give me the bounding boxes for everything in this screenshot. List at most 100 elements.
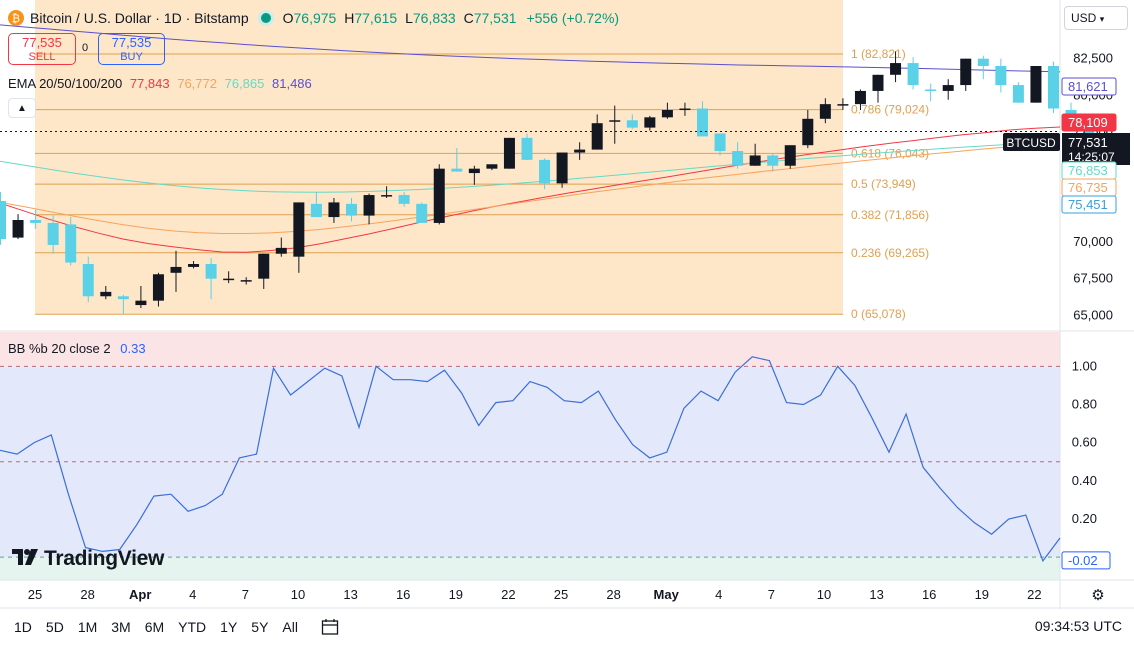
bb-tick-label: 0.80 (1072, 396, 1097, 411)
bb-tick-label: 1.00 (1072, 358, 1097, 373)
candle-body (714, 133, 726, 152)
candle-body (328, 202, 340, 218)
candle-body (556, 152, 568, 184)
timeframe-ytd[interactable]: YTD (178, 619, 207, 635)
time-tick-label: 16 (922, 587, 936, 602)
candle-body (451, 168, 463, 172)
candle-body (1030, 66, 1042, 103)
fib-label: 0.236 (69,265) (851, 246, 929, 260)
candle-body (995, 66, 1007, 86)
ema-legend[interactable]: EMA 20/50/100/200 77,843 76,772 76,865 8… (8, 76, 316, 91)
candle-body (258, 253, 270, 279)
candle-body (363, 195, 375, 216)
candle-body (416, 203, 428, 223)
candle-body (609, 120, 621, 122)
candle-body (240, 280, 252, 282)
price-badge-text: 76,735 (1068, 180, 1108, 195)
price-badge-text: 76,853 (1068, 163, 1108, 178)
close-value: 77,531 (473, 10, 517, 26)
bb-last-text: -0.02 (1068, 553, 1098, 568)
buy-price: 77,535 (111, 35, 152, 50)
candle-body (293, 202, 305, 257)
collapse-legend-button[interactable]: ▲ (8, 98, 36, 118)
timeframe-1d[interactable]: 1D (14, 619, 32, 635)
candle-body (433, 168, 445, 223)
candle-body (767, 155, 779, 166)
candle-body (784, 145, 796, 166)
time-tick-label: 7 (242, 587, 249, 602)
market-status-icon (260, 13, 271, 23)
candle-body (30, 220, 42, 223)
currency-select[interactable]: USD ▾ (1064, 6, 1128, 30)
time-tick-label: 13 (869, 587, 883, 602)
timeframe-1y[interactable]: 1Y (220, 619, 238, 635)
candle-body (837, 104, 849, 106)
fib-label: 0.5 (73,949) (851, 177, 916, 191)
time-tick-label: 22 (501, 587, 515, 602)
bitcoin-coin-icon: ₿ (8, 10, 24, 26)
fib-label: 1 (82,821) (851, 47, 906, 61)
ema20-value: 77,843 (129, 76, 170, 91)
candle-body (854, 90, 866, 105)
candle-body (47, 222, 59, 245)
timeframe-1m[interactable]: 1M (77, 619, 98, 635)
tradingview-mark-icon (12, 548, 38, 571)
time-tick-label: 13 (343, 587, 357, 602)
bb-legend-value: 0.33 (120, 341, 146, 356)
bottom-toolbar: 1D 5D 1M 3M 6M YTD 1Y 5Y All 09:34:53 UT… (0, 609, 1134, 645)
candle-body (503, 137, 515, 169)
price-badge (1061, 113, 1117, 132)
timeframe-5y[interactable]: 5Y (251, 619, 269, 635)
bb-oversold-zone (0, 557, 1060, 580)
candle-body (574, 149, 586, 153)
candle-body (661, 110, 673, 118)
currency-label: USD (1071, 11, 1097, 25)
timeframe-all[interactable]: All (282, 619, 298, 635)
candle-body (1012, 85, 1024, 103)
ema50-value: 76,772 (177, 76, 217, 91)
candle-body (170, 266, 182, 273)
candle-body (100, 291, 112, 297)
buy-button[interactable]: 77,535 BUY (98, 33, 165, 65)
time-tick-label: 28 (80, 587, 94, 602)
fib-label: 0.786 (79,024) (851, 103, 929, 117)
ohlc-readout: O76,975 H77,615 L76,833 C77,531 +556 (+0… (279, 10, 619, 26)
candle-body (732, 151, 744, 166)
candle-body (591, 123, 603, 150)
chevron-up-icon: ▲ (17, 102, 27, 114)
symbol-title[interactable]: Bitcoin / U.S. Dollar · 1D · Bitstamp (30, 10, 249, 26)
symbol-tag-text: BTCUSD (1006, 136, 1056, 150)
price-tick-label: 65,000 (1073, 307, 1113, 322)
bb-legend[interactable]: BB %b 20 close 2 0.33 (8, 341, 146, 356)
last-price-text: 77,531 (1068, 135, 1108, 150)
time-tick-label: 4 (715, 587, 722, 602)
ema-line-ema20 (0, 126, 1061, 253)
timeframe-5d[interactable]: 5D (45, 619, 64, 635)
candle-body (539, 159, 551, 184)
sell-button[interactable]: 77,535 SELL (8, 33, 76, 65)
ema-line-ema200 (0, 24, 1061, 73)
chart-canvas[interactable]: 1 (82,821) 0.786 (79,024) 0.618 (76,043) 0.… (0, 0, 1134, 609)
time-tick-label: 10 (291, 587, 305, 602)
price-badge (1061, 195, 1117, 214)
bb-tick-label: 0.40 (1072, 473, 1097, 488)
utc-clock[interactable]: 09:34:53 UTC (1034, 618, 1122, 634)
time-tick-label: May (654, 587, 680, 602)
timeframe-3m[interactable]: 3M (111, 619, 131, 635)
time-tick-label: 19 (449, 587, 463, 602)
ema-line-ema50 (0, 142, 1061, 234)
timeframe-6m[interactable]: 6M (144, 619, 165, 635)
candle-body (960, 58, 972, 86)
candle-body (697, 108, 708, 137)
open-value: 76,975 (293, 10, 337, 26)
candle-body (117, 296, 129, 300)
ema-line-ema100 (0, 140, 1061, 193)
time-tick-label: Apr (129, 587, 151, 602)
candle-body (346, 203, 357, 216)
sell-label: SELL (28, 51, 56, 63)
gear-icon[interactable]: ⚙ (1091, 587, 1105, 604)
date-range-icon[interactable] (320, 617, 340, 637)
time-tick-label: 7 (768, 587, 775, 602)
candle-body (521, 137, 533, 160)
bb-overbought-zone (0, 332, 1060, 367)
